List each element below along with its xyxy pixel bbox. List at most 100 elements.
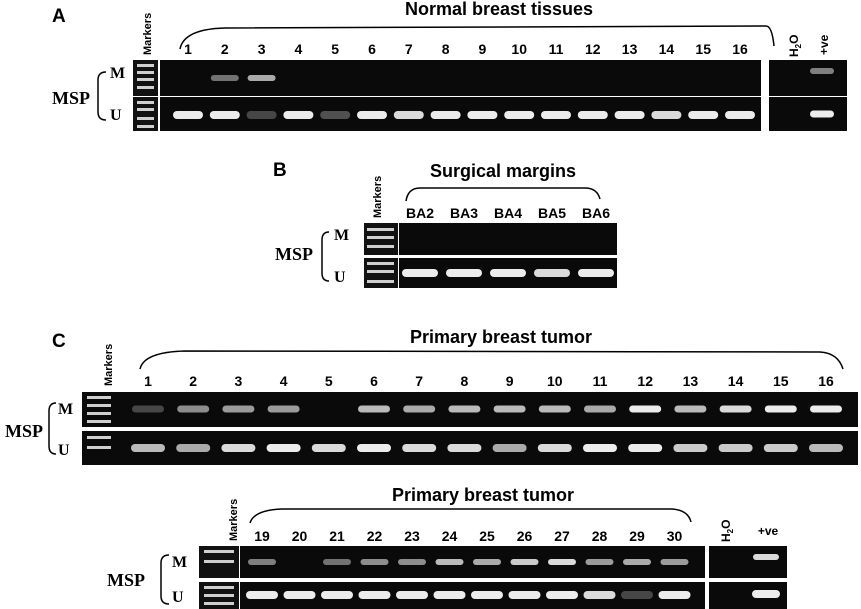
marker-ladder-band: [367, 228, 394, 231]
band-u: [534, 269, 570, 277]
band-u: [266, 444, 301, 452]
band-u: [221, 444, 256, 452]
band-u: [492, 444, 527, 452]
band-u: [283, 591, 316, 599]
panel-a-control-gel-m: [769, 60, 847, 96]
lane-label: 4: [280, 373, 288, 389]
panel-b-markers-label: Markers: [372, 176, 384, 218]
band-u: [583, 591, 616, 599]
panel-c-title: Primary breast tumor: [410, 327, 592, 347]
marker-ladder-band: [87, 404, 111, 407]
band-u: [446, 269, 482, 277]
control-band-u: [810, 110, 834, 118]
panel-a-row-u: U: [110, 107, 122, 124]
band-u: [447, 444, 482, 452]
lane-label: BA5: [538, 205, 566, 221]
panel-c2-bands: [246, 554, 780, 599]
marker-ladder-band: [204, 586, 234, 589]
lane-label: 5: [331, 41, 339, 57]
band-u: [541, 111, 571, 119]
panel-b: B Markers Surgical margins BA2 BA3 BA4 BA5 B…: [273, 160, 617, 288]
lane-label: 6: [370, 373, 378, 389]
panel-b-row-bracket: [321, 231, 330, 282]
panel-a-lane-labels: 1 2 3 4 5 6 7 8 9 10 11 12 13 14 15 16: [184, 41, 748, 57]
lane-label: 14: [659, 41, 675, 57]
panel-c2-lane-labels: 19 20 21 22 23 24 25 26 27 28 29 30: [254, 528, 682, 544]
marker-ladder-band: [87, 396, 111, 399]
lane-label: 12: [637, 373, 653, 389]
panel-c2-water-label: H2O: [719, 520, 735, 542]
band-u: [725, 111, 755, 119]
band-u: [628, 444, 663, 452]
marker-ladder-band: [204, 594, 234, 597]
band-m: [473, 559, 501, 565]
band-m: [493, 405, 526, 413]
panel-b-lane-labels: BA2 BA3 BA4 BA5 BA6: [406, 205, 610, 221]
band-m: [132, 405, 164, 413]
lane-label: 27: [554, 528, 570, 544]
lane-label: 8: [461, 373, 469, 389]
marker-ladder-band: [204, 550, 234, 553]
panel-c-markers-label: Markers: [103, 344, 115, 386]
marker-ladder-band: [137, 71, 154, 74]
panel-c-brace: [139, 350, 844, 370]
panel-a-row-m: M: [110, 65, 125, 82]
panel-c2-title: Primary breast tumor: [392, 485, 574, 505]
marker-ladder-band: [137, 64, 154, 67]
band-u: [490, 269, 526, 277]
band-u: [357, 111, 387, 119]
marker-ladders: [87, 64, 394, 605]
panel-a-control-gel-u: [769, 97, 847, 131]
lane-label: BA2: [406, 205, 434, 221]
lane-label: 13: [683, 373, 699, 389]
band-m: [548, 559, 576, 565]
lane-label: 7: [405, 41, 413, 57]
marker-ladder-band: [87, 420, 111, 423]
control-band-u: [752, 590, 780, 598]
band-u: [311, 444, 346, 452]
lane-label: 21: [329, 528, 345, 544]
band-m: [448, 405, 481, 413]
marker-ladder-band: [137, 108, 154, 111]
lane-label: 28: [592, 528, 608, 544]
lane-label: 10: [547, 373, 563, 389]
panel-c2-positive-label: +ve: [758, 524, 779, 538]
lane-label: 5: [325, 373, 333, 389]
lane-label: 26: [517, 528, 533, 544]
band-m: [660, 559, 689, 565]
panel-b-bands: [402, 269, 614, 277]
lane-label: 25: [479, 528, 495, 544]
band-u: [577, 111, 608, 119]
lane-label: 3: [235, 373, 243, 389]
lane-label: 16: [818, 373, 834, 389]
band-u: [471, 591, 503, 599]
marker-ladder-band: [87, 412, 111, 415]
panel-c-row-bracket: [48, 402, 57, 455]
lane-label: 10: [511, 41, 527, 57]
band-u: [321, 591, 353, 599]
panel-c2-markers-label: Markers: [228, 499, 240, 541]
band-m: [719, 405, 752, 413]
lane-label: 16: [732, 41, 748, 57]
lane-label: 3: [258, 41, 266, 57]
panel-c-lane-labels: 1 2 3 4 5 6 7 8 9 10 11 12 13 14 15 16: [144, 373, 834, 389]
band-u: [583, 444, 617, 452]
lane-label: 14: [728, 373, 744, 389]
band-u: [402, 444, 437, 452]
band-u: [430, 111, 461, 119]
band-m: [674, 405, 707, 413]
lane-label: 9: [479, 41, 487, 57]
control-band-m: [810, 68, 834, 74]
band-u: [546, 591, 578, 599]
lane-label: 11: [549, 41, 564, 57]
band-u: [718, 444, 753, 452]
band-u: [320, 111, 351, 119]
panel-c2-control-gel-m: [709, 546, 787, 578]
band-m: [623, 559, 651, 565]
lane-label: 20: [292, 528, 308, 544]
band-m: [323, 559, 351, 565]
lane-label: 23: [404, 528, 420, 544]
lane-label: 4: [295, 41, 303, 57]
lane-label: 9: [506, 373, 514, 389]
